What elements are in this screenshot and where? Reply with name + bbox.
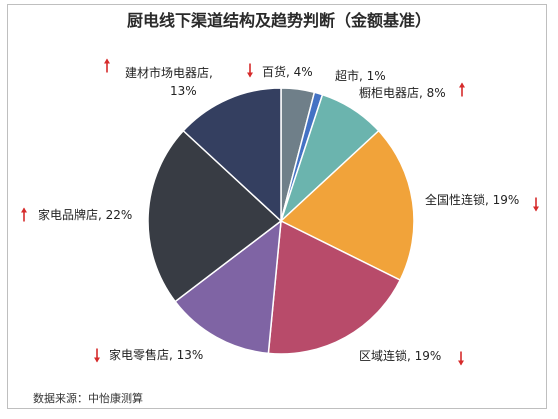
trend-down-arrow-icon	[533, 197, 539, 212]
pie-slice	[182, 87, 282, 223]
trend-down-arrow-icon	[247, 63, 253, 78]
pie-slice	[267, 219, 402, 355]
slice-label: 全国性连锁, 19%	[425, 192, 519, 207]
trend-up-arrow-icon	[21, 207, 27, 222]
pie-slices	[147, 87, 415, 355]
chart-title: 厨电线下渠道结构及趋势判断（金额基准）	[127, 11, 431, 30]
slice-label: 13%	[170, 84, 197, 98]
trend-up-arrow-icon	[459, 82, 465, 97]
source-note: 数据来源：中怡康测算	[33, 391, 143, 405]
slice-label: 超市, 1%	[335, 68, 386, 83]
slice-label: 建材市场电器店,	[125, 65, 213, 80]
pie-slice	[147, 129, 283, 303]
slice-label: 区域连锁, 19%	[359, 348, 441, 363]
slice-label: 家电零售店, 13%	[109, 347, 203, 362]
slice-labels: 百货, 4% 超市, 1% 橱柜电器店, 8% 全国性连锁, 19% 区域连锁, 19%…	[21, 58, 539, 366]
slice-label: 橱柜电器店, 8%	[359, 86, 446, 100]
pie-slice	[279, 129, 415, 282]
slice-label: 百货, 4%	[262, 64, 313, 79]
pie-slice	[174, 219, 282, 355]
chart-frame	[7, 4, 547, 409]
trend-down-arrow-icon	[94, 348, 100, 363]
trend-up-arrow-icon	[104, 58, 110, 73]
slice-label: 家电品牌店, 22%	[38, 207, 132, 222]
trend-down-arrow-icon	[458, 351, 464, 366]
